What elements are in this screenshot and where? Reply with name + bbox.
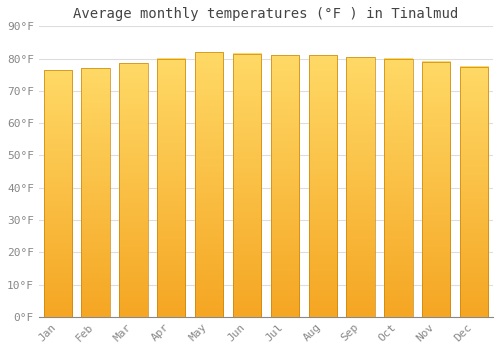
Bar	[346, 57, 375, 317]
Bar	[44, 70, 72, 317]
Bar	[384, 58, 412, 317]
Bar	[157, 58, 186, 317]
Bar	[82, 68, 110, 317]
Title: Average monthly temperatures (°F ) in Tinalmud: Average monthly temperatures (°F ) in Ti…	[74, 7, 458, 21]
Bar	[270, 55, 299, 317]
Bar	[308, 55, 337, 317]
Bar	[233, 54, 261, 317]
Bar	[422, 62, 450, 317]
Bar	[460, 66, 488, 317]
Bar	[119, 63, 148, 317]
Bar	[195, 52, 224, 317]
